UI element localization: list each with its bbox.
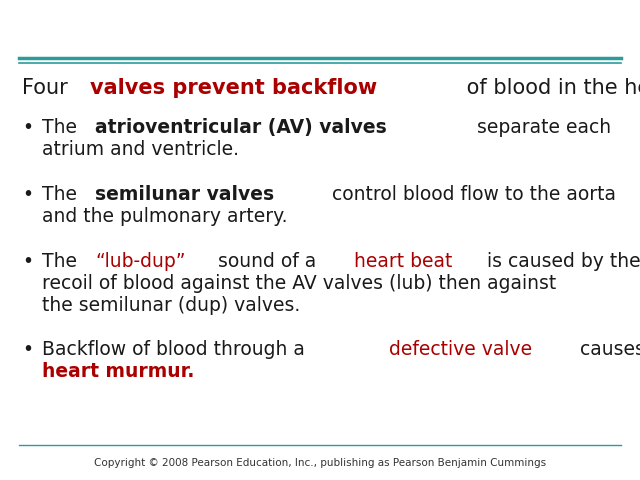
Text: The: The	[42, 185, 83, 204]
Text: Copyright © 2008 Pearson Education, Inc., publishing as Pearson Benjamin Cumming: Copyright © 2008 Pearson Education, Inc.…	[94, 458, 546, 468]
Text: •: •	[22, 252, 33, 271]
Text: •: •	[22, 118, 33, 137]
Text: The: The	[42, 118, 83, 137]
Text: of blood in the heart:: of blood in the heart:	[460, 78, 640, 98]
Text: •: •	[22, 340, 33, 359]
Text: The: The	[42, 252, 83, 271]
Text: valves prevent backflow: valves prevent backflow	[90, 78, 377, 98]
Text: defective valve: defective valve	[389, 340, 532, 359]
Text: the semilunar (dup) valves.: the semilunar (dup) valves.	[42, 296, 300, 315]
Text: sound of a: sound of a	[211, 252, 322, 271]
Text: control blood flow to the aorta: control blood flow to the aorta	[326, 185, 616, 204]
Text: and the pulmonary artery.: and the pulmonary artery.	[42, 207, 287, 226]
Text: is caused by the: is caused by the	[481, 252, 640, 271]
Text: atrioventricular (AV) valves: atrioventricular (AV) valves	[95, 118, 387, 137]
Text: causes a: causes a	[573, 340, 640, 359]
Text: heart beat: heart beat	[354, 252, 452, 271]
Text: •: •	[22, 185, 33, 204]
Text: heart murmur.: heart murmur.	[42, 362, 195, 381]
Text: separate each: separate each	[471, 118, 611, 137]
Text: Four: Four	[22, 78, 74, 98]
Text: Backflow of blood through a: Backflow of blood through a	[42, 340, 311, 359]
Text: “lub-dup”: “lub-dup”	[95, 252, 185, 271]
Text: atrium and ventricle.: atrium and ventricle.	[42, 140, 239, 159]
Text: semilunar valves: semilunar valves	[95, 185, 274, 204]
Text: recoil of blood against the AV valves (lub) then against: recoil of blood against the AV valves (l…	[42, 274, 556, 293]
